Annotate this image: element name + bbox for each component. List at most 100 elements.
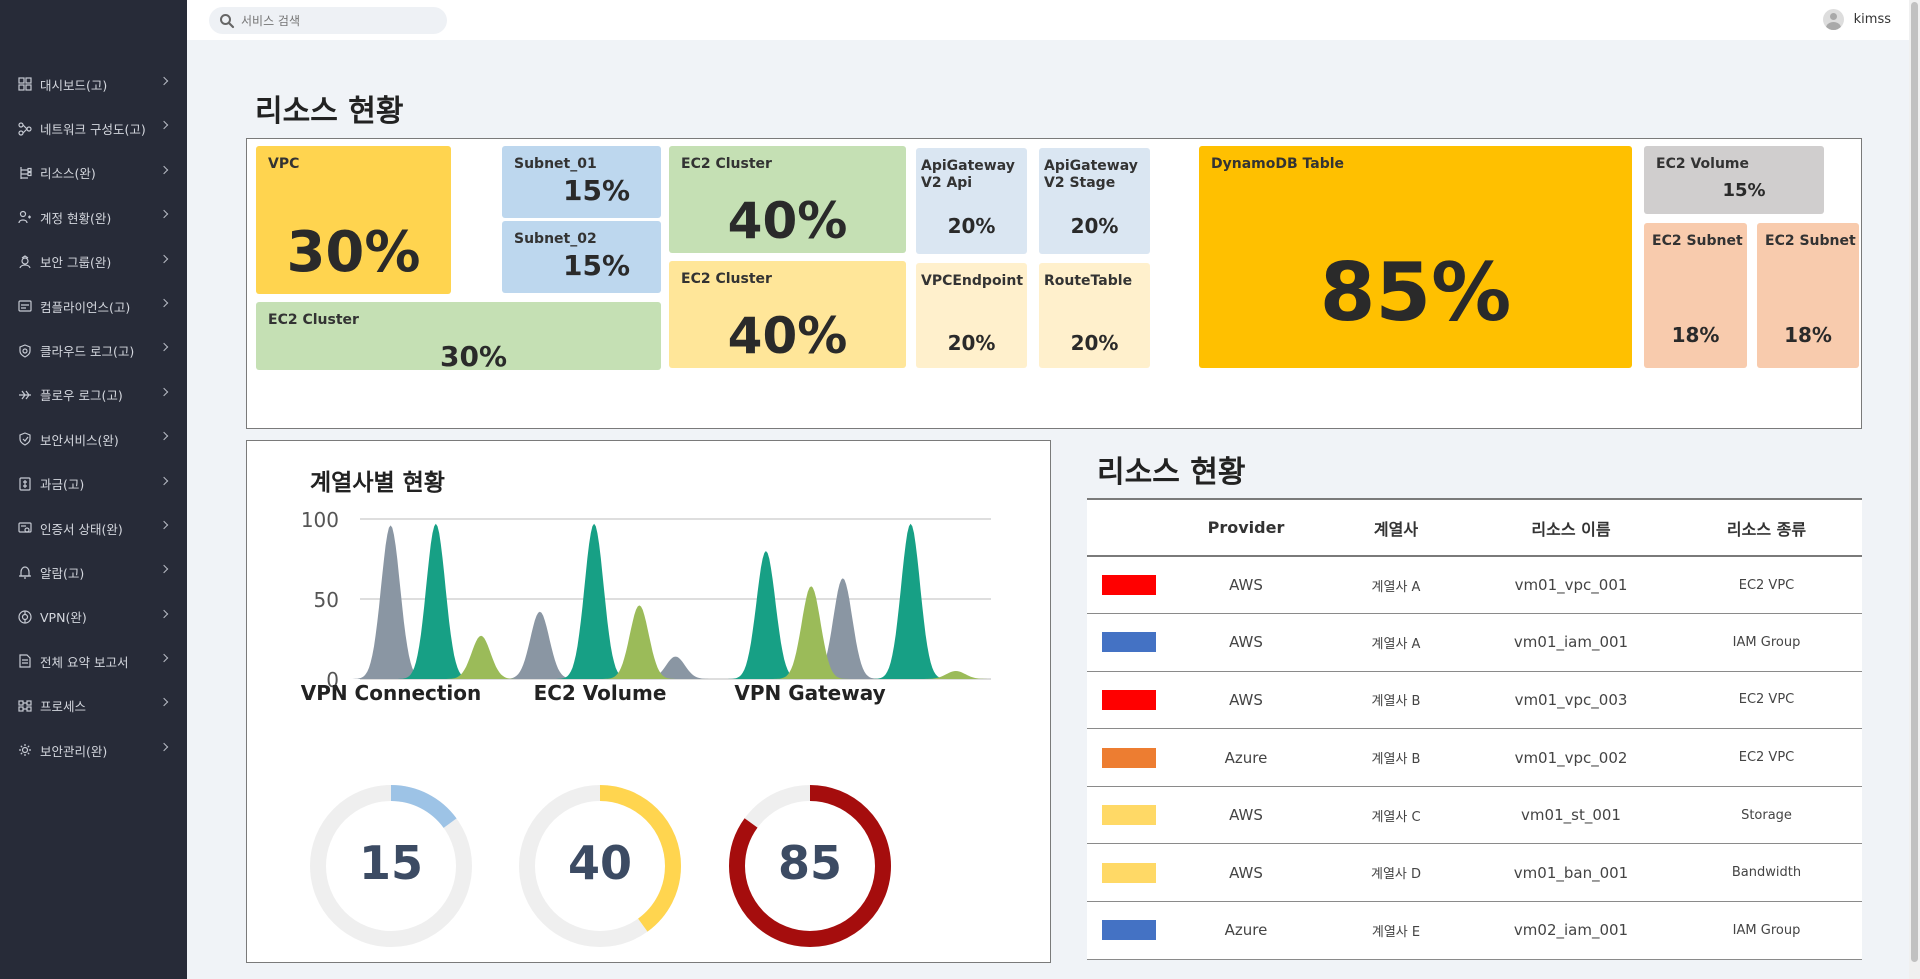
- sidebar-item-label: 클라우드 로그(고): [40, 344, 135, 360]
- donut-value: 85: [777, 836, 842, 890]
- sidebar-item-label: 프로세스: [40, 699, 87, 715]
- sidebar-item-9[interactable]: 보안서비스(완): [0, 417, 187, 461]
- sidebar-item-10[interactable]: 과금(고): [0, 462, 187, 506]
- scrollbar-thumb[interactable]: [1911, 2, 1918, 962]
- chevron-right-icon: [159, 431, 169, 441]
- resource-type-cell: EC2 VPC: [1671, 556, 1862, 615]
- sidebar-item-5[interactable]: 보안 그룹(완): [0, 240, 187, 284]
- y-tick-label: 50: [314, 588, 339, 612]
- donut-title: EC2 Volume: [533, 681, 667, 705]
- search-input[interactable]: [241, 11, 436, 30]
- sidebar-item-label: 플로우 로그(고): [40, 388, 123, 404]
- chevron-right-icon: [159, 254, 169, 263]
- resource-name-cell: vm01_vpc_002: [1471, 728, 1671, 787]
- treemap-tile[interactable]: VPC 30%: [256, 146, 451, 294]
- sidebar-item-label: 네트워크 구성도(고): [40, 122, 146, 138]
- sidebar-item-label: 컴플라이언스(고): [40, 299, 131, 315]
- treemap-tile[interactable]: EC2 Cluster 40%: [669, 261, 906, 368]
- sidebar-item-label: 리소스(완): [40, 166, 96, 182]
- tile-value: 18%: [1671, 323, 1720, 347]
- resource-name-cell: vm01_ban_001: [1471, 843, 1671, 903]
- chevron-right-icon: [159, 76, 169, 86]
- color-cell: [1087, 728, 1171, 787]
- column-header: 계열사: [1321, 498, 1471, 557]
- search-box[interactable]: [209, 7, 447, 34]
- vpn-icon: [18, 610, 40, 624]
- treemap-tile[interactable]: EC2 Volume 15%: [1644, 146, 1824, 214]
- y-tick-label: 100: [301, 508, 339, 532]
- resource-type-cell: EC2 VPC: [1671, 671, 1862, 730]
- chevron-right-icon: [159, 209, 169, 219]
- tile-value: 85%: [1319, 246, 1512, 339]
- sidebar-item-label: 인증서 상태(완): [40, 521, 123, 537]
- sidebar: 대시보드(고) 네트워크 구성도(고) 리소스(완) 계정 현황(완) 보안 그룹(완)…: [0, 0, 187, 979]
- tile-label: ApiGateway V2 Stage: [1044, 158, 1138, 191]
- tile-value: 20%: [1070, 331, 1119, 355]
- user-name: kimss: [1853, 12, 1891, 27]
- treemap-tile[interactable]: ApiGateway V2 Api 20%: [916, 148, 1027, 254]
- sidebar-item-label: VPN(완): [40, 610, 87, 626]
- sidebar-item-2[interactable]: 네트워크 구성도(고): [0, 106, 187, 150]
- cloud-log-icon: [18, 343, 40, 358]
- treemap-tile[interactable]: EC2 Cluster 30%: [256, 302, 661, 373]
- users-icon: [18, 210, 40, 224]
- affiliate-cell: 계열사 B: [1321, 728, 1471, 787]
- treemap-tile[interactable]: RouteTable 20%: [1039, 263, 1150, 368]
- sidebar-item-7[interactable]: 클라우드 로그(고): [0, 328, 187, 372]
- sidebar-item-14[interactable]: 전체 요약 보고서: [0, 639, 187, 683]
- area-peak: [744, 586, 878, 679]
- column-header: 리소스 종류: [1671, 498, 1862, 557]
- y-tick-label: 0: [326, 668, 339, 692]
- sidebar-item-4[interactable]: 계정 현황(완): [0, 195, 187, 239]
- sidebar-item-13[interactable]: VPN(완): [0, 595, 187, 639]
- treemap-tile[interactable]: EC2 Cluster 40%: [669, 146, 906, 253]
- treemap-tile[interactable]: DynamoDB Table 85%: [1199, 146, 1632, 368]
- chevron-right-icon: [159, 387, 169, 396]
- sidebar-item-15[interactable]: 프로세스: [0, 683, 187, 727]
- sidebar-item-6[interactable]: 컴플라이언스(고): [0, 284, 187, 328]
- donut-value-arc: [519, 785, 681, 947]
- sidebar-item-3[interactable]: 리소스(완): [0, 151, 187, 195]
- resource-name-cell: vm01_vpc_003: [1471, 671, 1671, 730]
- area-peak: [369, 523, 503, 679]
- sidebar-item-12[interactable]: 알람(고): [0, 550, 187, 594]
- tile-value: 15%: [562, 249, 631, 282]
- column-header: [1087, 498, 1171, 557]
- tile-value: 18%: [1784, 323, 1832, 347]
- treemap-tile[interactable]: ApiGateway V2 Stage 20%: [1039, 148, 1150, 254]
- resource-status-title: 리소스 현황: [255, 94, 404, 129]
- treemap-tile[interactable]: EC2 Subnet 18%: [1644, 223, 1747, 368]
- sidebar-item-1[interactable]: 대시보드(고): [0, 62, 187, 106]
- donut-value-arc: [729, 785, 891, 947]
- area-peak: [776, 578, 910, 679]
- tile-label: ApiGateway V2 Api: [921, 158, 1015, 191]
- affiliate-chart-title: 계열사별 현황: [310, 470, 445, 496]
- treemap-tile[interactable]: VPCEndpoint 20%: [916, 263, 1027, 368]
- resource-name-cell: vm01_st_001: [1471, 786, 1671, 845]
- color-swatch: [1102, 689, 1156, 710]
- compliance-icon: [18, 299, 40, 313]
- color-cell: [1087, 843, 1171, 903]
- treemap-tile[interactable]: EC2 Subnet 18%: [1757, 223, 1859, 368]
- tile-label: EC2 Subnet: [1765, 233, 1856, 249]
- resource-table-title: 리소스 현황: [1097, 455, 1246, 490]
- page-scrollbar[interactable]: [1909, 0, 1920, 979]
- sidebar-item-11[interactable]: 인증서 상태(완): [0, 506, 187, 550]
- sidebar-item-8[interactable]: 플로우 로그(고): [0, 373, 187, 417]
- user-menu[interactable]: kimss: [1822, 9, 1891, 30]
- affiliate-status-panel: 계열사별 현황 100 50 0 VPN Connection 15 EC2 Volum…: [246, 440, 1051, 963]
- sidebar-item-16[interactable]: 보안관리(완): [0, 728, 187, 772]
- certificate-icon: [18, 521, 40, 535]
- shield-icon: [18, 432, 40, 446]
- resource-type-cell: IAM Group: [1671, 901, 1862, 960]
- treemap-tile[interactable]: Subnet_01 15%: [502, 146, 661, 218]
- treemap-tile[interactable]: Subnet_02 15%: [502, 221, 661, 293]
